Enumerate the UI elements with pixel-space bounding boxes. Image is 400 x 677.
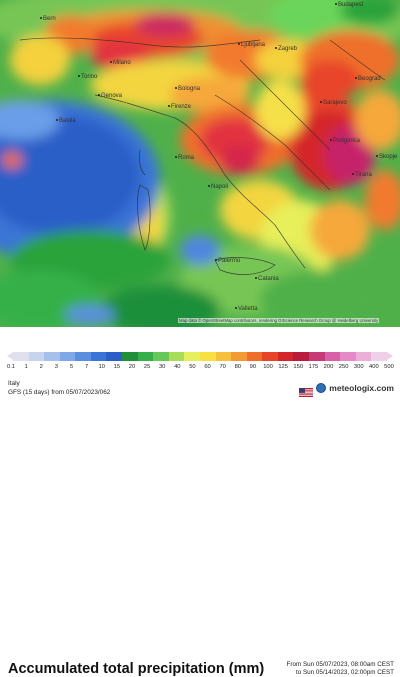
legend-swatch xyxy=(371,352,387,361)
city-beograd: Beograd xyxy=(355,76,381,82)
legend-swatch xyxy=(184,352,200,361)
legend-label: 5 xyxy=(69,364,74,370)
legend-swatch xyxy=(308,352,325,361)
legend-label: 40 xyxy=(174,364,181,370)
legend-swatch xyxy=(324,352,341,361)
legend-label: 500 xyxy=(384,364,394,370)
legend-label: 250 xyxy=(338,364,349,370)
city-zagreb: Zagreb xyxy=(275,46,297,52)
city-bastia: Bastia xyxy=(56,118,76,124)
model-label: GFS (15 days) from 05/07/2023/062 xyxy=(8,389,111,396)
city-valletta: Valletta xyxy=(235,306,258,312)
legend-labels: 0.1 1 2 3 5 7 10 15 20 25 30 40 50 60 70 80 90 100 125 150 1… xyxy=(6,364,394,374)
legend-swatch xyxy=(75,352,91,361)
city-bern: Bern xyxy=(40,16,56,22)
legend-swatch xyxy=(153,352,169,361)
city-milano: Milano xyxy=(110,60,131,66)
legend-label: 150 xyxy=(293,364,304,370)
legend-swatch xyxy=(231,352,247,361)
city-bologna: Bologna xyxy=(175,86,200,92)
legend-label: 100 xyxy=(263,364,273,370)
region-label: Italy xyxy=(8,380,20,387)
legend-color-bar xyxy=(7,352,393,361)
legend-label: 15 xyxy=(113,364,121,370)
legend-swatch xyxy=(355,352,372,361)
legend-label: 80 xyxy=(234,364,242,370)
legend-label: 30 xyxy=(158,364,166,370)
legend-swatch xyxy=(340,352,356,361)
legend-arrow-right-icon xyxy=(386,352,393,360)
legend-label: 200 xyxy=(323,364,334,370)
legend-label: 7 xyxy=(84,364,89,370)
legend-label: 300 xyxy=(353,364,364,370)
legend-swatch xyxy=(137,352,154,361)
legend-label: 20 xyxy=(128,364,136,370)
map-canvas xyxy=(0,0,400,327)
legend-swatch xyxy=(215,352,232,361)
legend-label: 90 xyxy=(249,364,257,370)
city-genova: Genova xyxy=(98,93,122,99)
map-attribution[interactable]: Map data © OpenStreetMap contributors, r… xyxy=(178,318,380,323)
city-podgorica: Podgorica xyxy=(330,138,360,144)
legend-swatch xyxy=(13,352,29,361)
range-from: From Sun 05/07/2023, 08:00am CEST xyxy=(286,661,394,668)
brand-name[interactable]: meteologix.com xyxy=(329,383,394,393)
city-palermo: Palermo xyxy=(215,258,240,264)
legend-label: 0.1 xyxy=(6,364,16,370)
legend-swatch xyxy=(168,352,185,361)
legend-label: 400 xyxy=(369,364,379,370)
precipitation-map[interactable]: Budapest Bern Milano Torino Ljubljana Za… xyxy=(0,0,400,327)
page-title: Accumulated total precipitation (mm) xyxy=(8,661,265,677)
legend-swatch xyxy=(122,352,138,361)
range-to: to Sun 05/14/2023, 02:00pm CEST xyxy=(295,669,394,676)
legend-swatch xyxy=(90,352,107,361)
city-skopje: Skopje xyxy=(376,154,397,160)
legend-swatch xyxy=(277,352,294,361)
meteologix-logo-icon xyxy=(316,383,327,393)
legend-swatch xyxy=(59,352,76,361)
legend-swatch xyxy=(28,352,45,361)
legend-swatch xyxy=(44,352,60,361)
legend-label: 50 xyxy=(189,364,196,370)
us-flag-icon[interactable] xyxy=(299,384,314,397)
legend-label: 125 xyxy=(278,364,288,370)
legend-label: 1 xyxy=(24,364,28,370)
city-tirana: Tirana xyxy=(352,172,372,178)
legend-label: 10 xyxy=(98,364,105,370)
city-roma: Roma xyxy=(175,155,194,161)
city-napoli: Napoli xyxy=(208,184,228,190)
legend-swatch xyxy=(293,352,309,361)
legend-label: 2 xyxy=(39,364,43,370)
legend-swatch xyxy=(262,352,278,361)
city-firenze: Firenze xyxy=(168,104,191,110)
legend-arrow-left-icon xyxy=(7,352,13,360)
city-torino: Torino xyxy=(78,74,97,80)
legend-label: 25 xyxy=(143,364,151,370)
legend-label: 70 xyxy=(219,364,226,370)
city-sarajevo: Sarajevo xyxy=(320,100,347,106)
legend-label: 175 xyxy=(308,364,319,370)
legend-label: 3 xyxy=(54,364,58,370)
city-ljubljana: Ljubljana xyxy=(238,42,265,48)
brand[interactable]: meteologix.com xyxy=(299,383,394,397)
city-catania: Catania xyxy=(255,276,279,282)
legend-swatch xyxy=(246,352,263,361)
legend-swatch xyxy=(199,352,216,361)
legend-swatch xyxy=(106,352,123,361)
city-budapest: Budapest xyxy=(335,2,363,8)
legend-label: 60 xyxy=(204,364,211,370)
